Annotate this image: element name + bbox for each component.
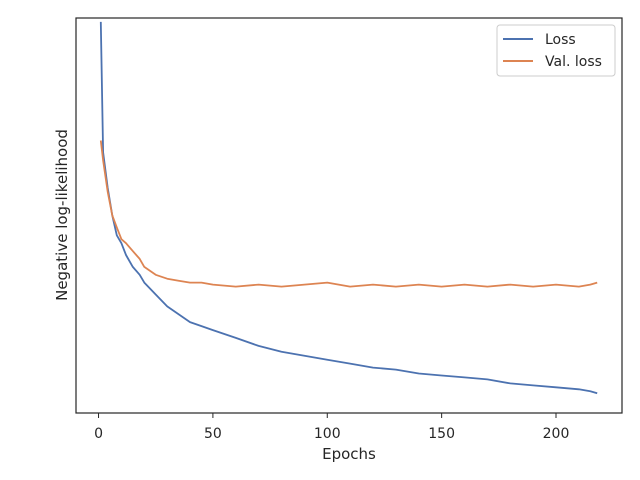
x-tick-label: 200: [543, 426, 570, 442]
x-tick-label: 50: [204, 426, 222, 442]
axes-frame: [75, 17, 623, 414]
series-layer: [99, 21, 598, 395]
series-line-val-loss: [99, 140, 598, 288]
series-line-loss: [99, 21, 598, 395]
x-tick-label: 100: [314, 426, 341, 442]
legend-label-loss: Loss: [545, 32, 576, 48]
x-tick-label: 150: [428, 426, 455, 442]
legend-box: [496, 24, 616, 77]
x-axis-ticks: 0 50 100 150 200: [94, 413, 569, 442]
legend-label-val-loss: Val. loss: [545, 54, 602, 70]
y-axis-label: Negative log-likelihood: [53, 129, 71, 301]
plot-area: 0 50 100 150 200: [75, 17, 623, 442]
x-tick-label: 0: [94, 426, 103, 442]
legend: Loss Val. loss: [496, 24, 616, 77]
x-axis-label: Epochs: [322, 445, 376, 463]
